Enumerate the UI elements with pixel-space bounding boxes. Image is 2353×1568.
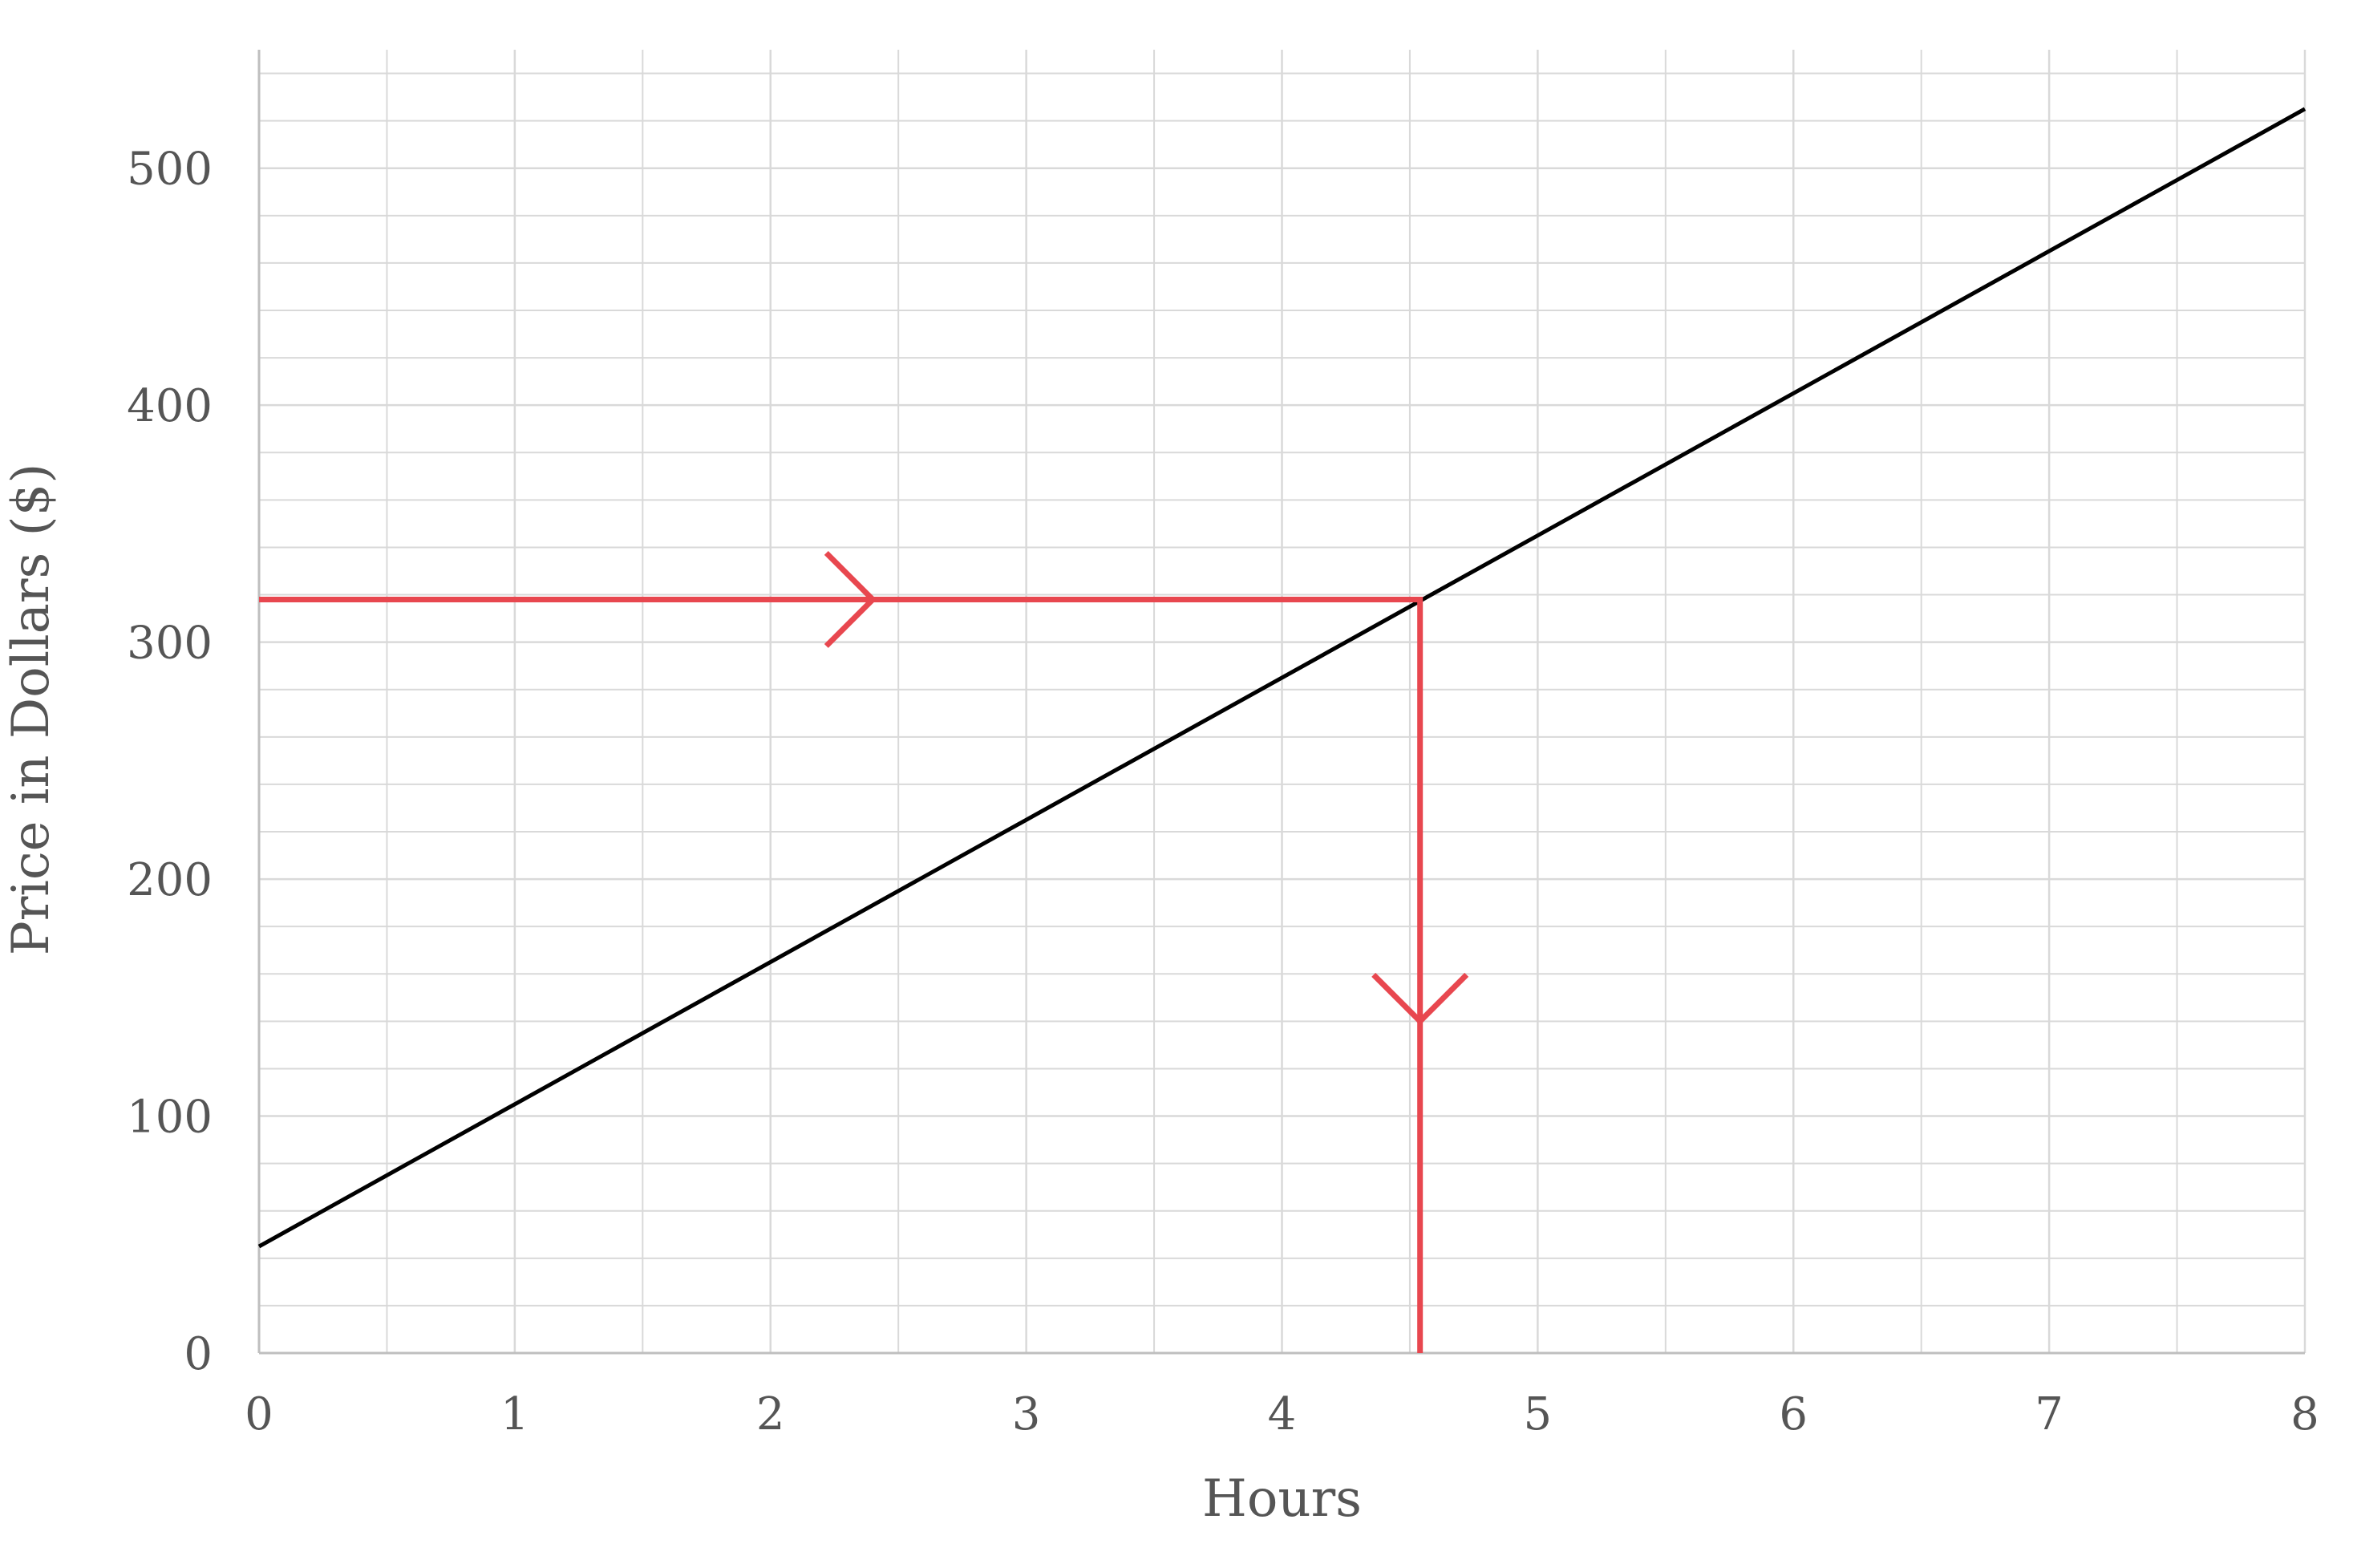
y-tick-label: 300 (127, 618, 213, 670)
x-tick-label: 7 (2035, 1388, 2063, 1440)
y-tick-label: 200 (127, 854, 213, 906)
x-tick-label: 3 (1012, 1388, 1041, 1440)
y-tick-label: 400 (127, 380, 213, 432)
x-tick-label: 8 (2290, 1388, 2319, 1440)
y-tick-label: 500 (127, 144, 213, 196)
x-tick-labels: 0 1 2 3 4 5 6 7 8 (245, 1388, 2319, 1440)
y-axis-title: Price in Dollars ($) (2, 464, 61, 956)
major-gridlines (259, 50, 2306, 1353)
x-axis-title: Hours (1202, 1469, 1362, 1529)
y-tick-labels: 0 100 200 300 400 500 (127, 144, 213, 1380)
x-tick-label: 2 (756, 1388, 785, 1440)
x-tick-label: 5 (1524, 1388, 1553, 1440)
y-tick-label: 100 (127, 1092, 213, 1144)
y-tick-label: 0 (184, 1328, 213, 1380)
arrowhead-down (1371, 972, 1469, 1026)
x-tick-label: 6 (1779, 1388, 1808, 1440)
annotation-layer (259, 550, 1469, 1353)
x-tick-label: 0 (245, 1388, 273, 1440)
x-tick-label: 1 (500, 1388, 529, 1440)
x-tick-label: 4 (1268, 1388, 1297, 1440)
series-layer (257, 107, 2306, 1249)
read-off-path (259, 596, 1424, 1353)
axes (257, 50, 2305, 1355)
series-line-0 (257, 107, 2306, 1249)
arrowhead-right (824, 550, 877, 648)
